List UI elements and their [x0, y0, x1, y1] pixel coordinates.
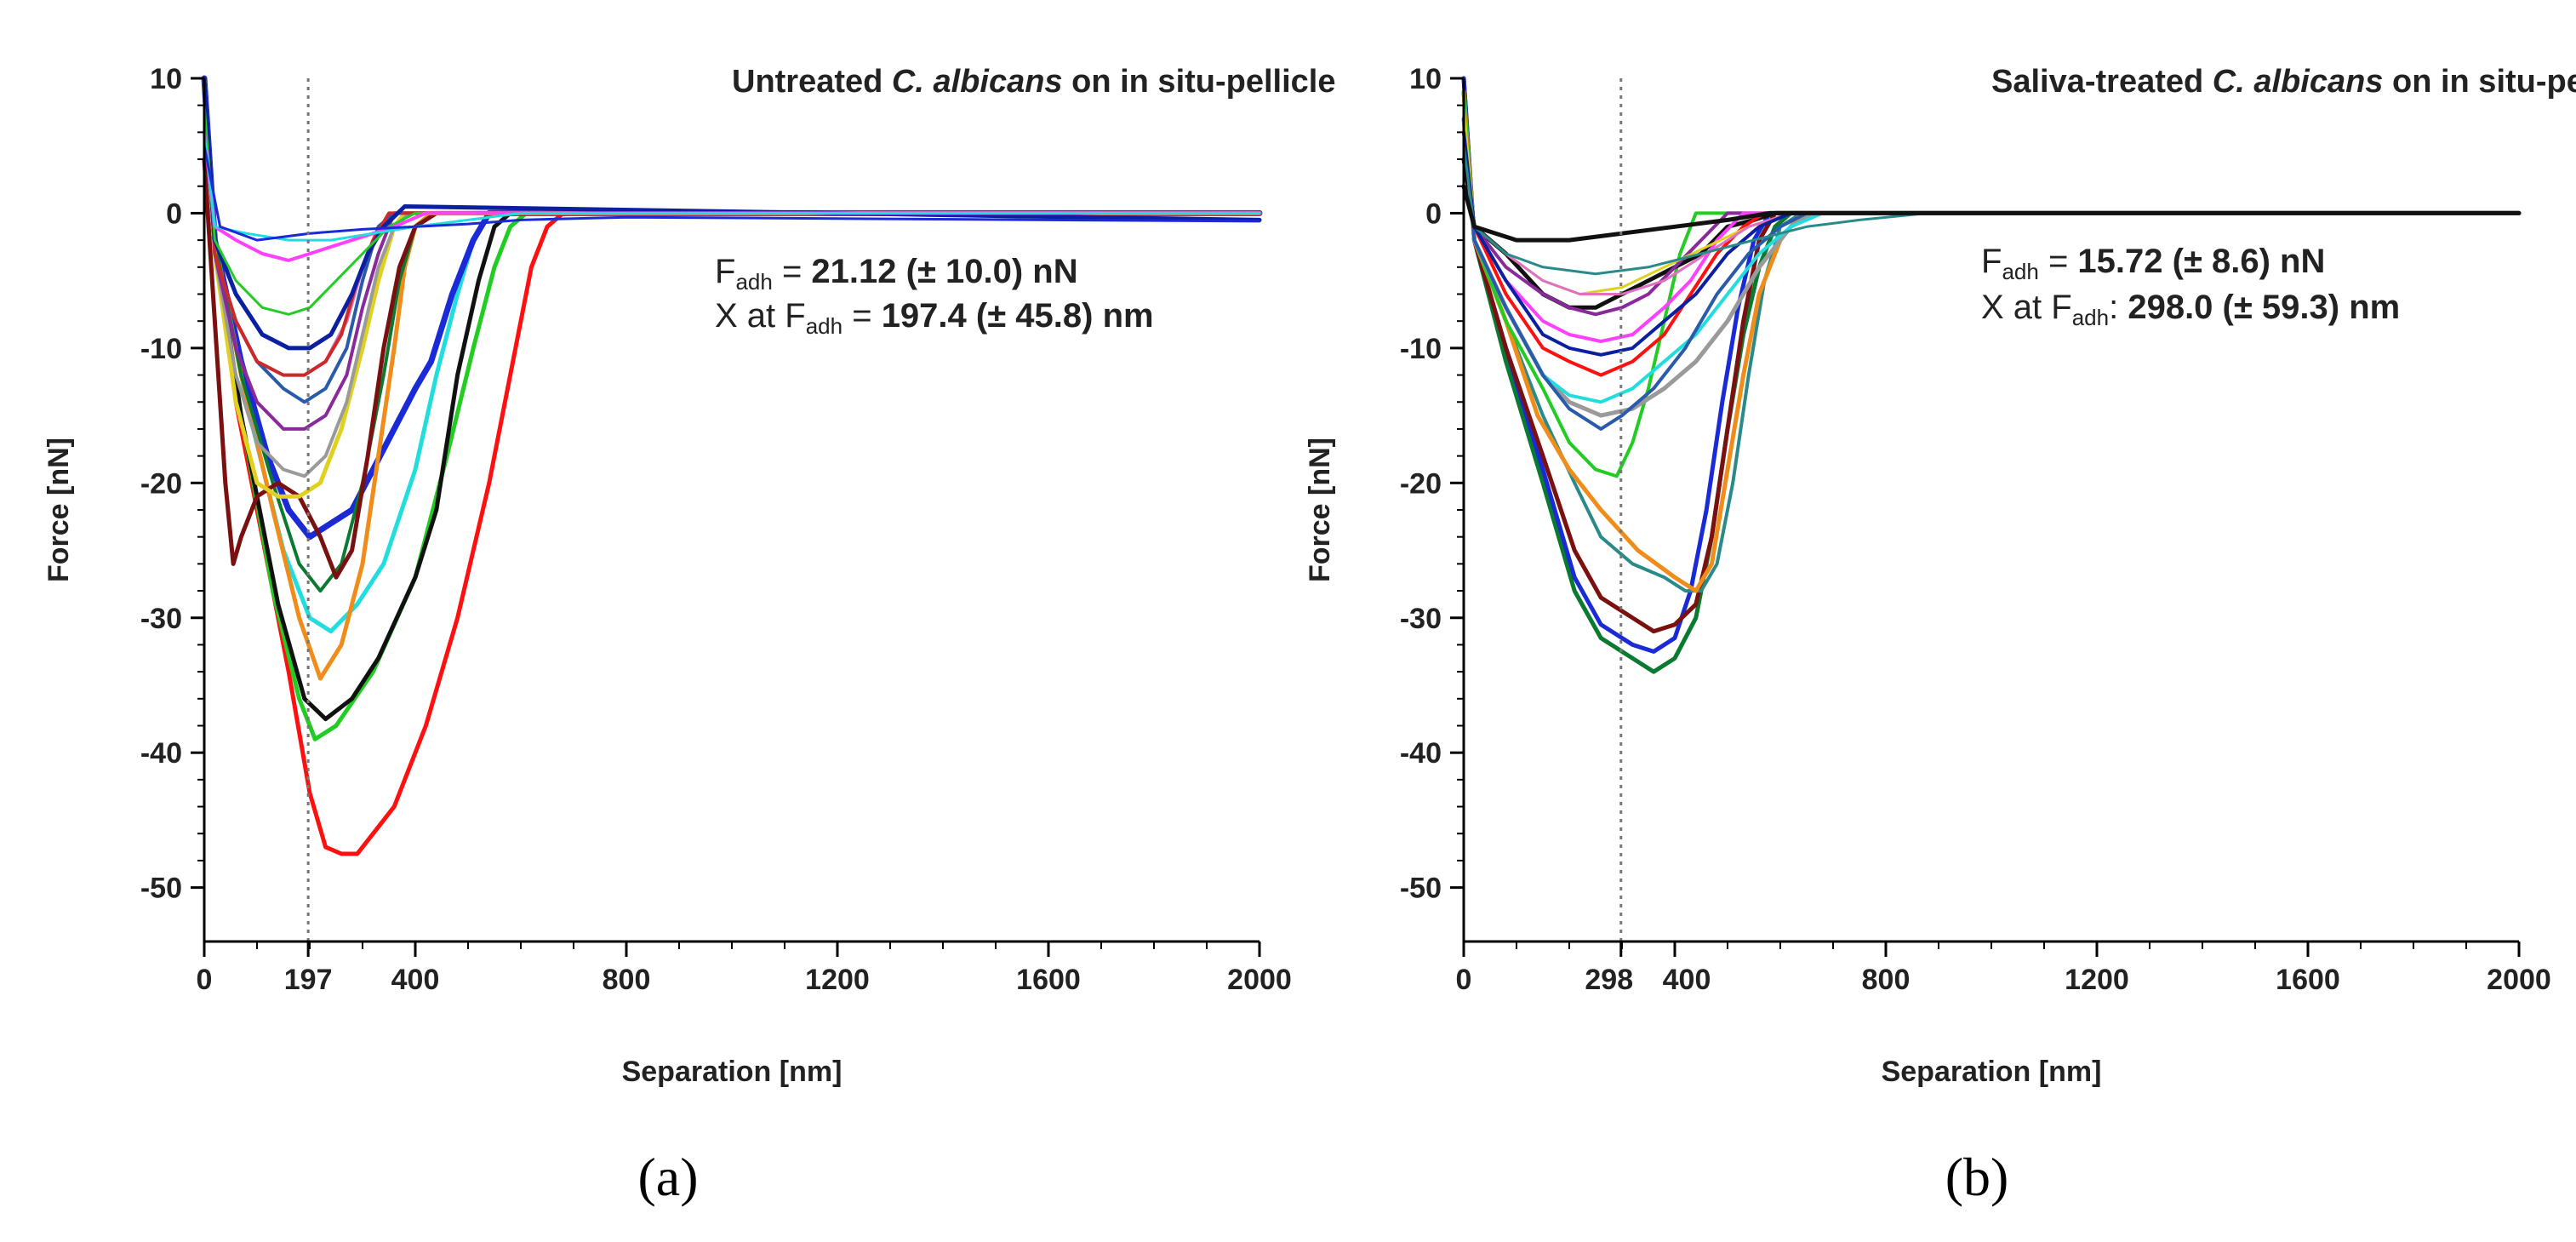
panel-a-y-axis-title: Force [nN]: [43, 438, 75, 582]
panel-b-annotation-value: 298.0 (± 59.3) nm: [2128, 289, 2400, 326]
panel-a-x-tick-label: 800: [603, 964, 651, 996]
panel-a-series-line-11: [203, 77, 1261, 431]
panel-a-x-axis-title: Separation [nm]: [622, 1056, 842, 1088]
panel-a-series-line-3: [202, 76, 1262, 722]
panel-a-y-tick-label: -50: [140, 873, 182, 905]
panel-a-annotation-fadh: Fadh = 21.12 (± 10.0) nN: [715, 253, 1078, 295]
panel-a-series-group: [201, 75, 1263, 856]
panel-a-y-tick-label: 10: [150, 63, 182, 95]
panel-b-series-line-5: [1461, 89, 2522, 593]
panel-b-annotation-part: F: [1981, 243, 2002, 280]
panel-a-series-line-15: [202, 76, 1262, 351]
panel-a-series-line-19: [203, 144, 1261, 242]
panel-a-y-tick-label: -10: [140, 333, 182, 365]
panel-b-x-tick-label: 1600: [2276, 964, 2340, 996]
panel-b-annotation-part: X at F: [1981, 289, 2072, 326]
panel-a-annotation-part: =: [842, 297, 882, 335]
panel-b-annotation-value: 15.72 (± 8.6) nN: [2077, 243, 2325, 280]
panel-b-x-tick-label: 800: [1862, 964, 1911, 996]
panel-b-series-line-16: [1462, 130, 2521, 357]
panel-b-series-line-2: [1461, 76, 2522, 654]
panel-b-x-tick-label: 2000: [2487, 964, 2551, 996]
panel-b-y-axis-title: Force [nN]: [1304, 438, 1336, 582]
panel-a-title: Untreated C. albicans on in situ-pellicl…: [732, 64, 1335, 100]
panel-b-x-tick-label: 298: [1585, 964, 1633, 996]
panel-b: 10 0 -10 -20 -30 -40 -50 0 298 400 800 1200 1600 2000…: [1304, 63, 2576, 1088]
panel-b-annotation-part: =: [2039, 243, 2078, 280]
panel-a-x-tick-label: 400: [391, 964, 440, 996]
panel-a-x-tick-label: 2000: [1227, 964, 1292, 996]
panel-a-annotation-part: =: [773, 253, 812, 290]
panel-b-y-tick-label: -20: [1400, 467, 1442, 500]
panel-b-y-tick-label: 10: [1409, 63, 1442, 95]
panel-b-x-tick-label: 1200: [2065, 964, 2129, 996]
panel-b-y-tick-label: -30: [1400, 603, 1442, 635]
panel-b-y-tick-label: 0: [1425, 197, 1442, 230]
panel-a-y-tick-label: -30: [140, 603, 182, 635]
panel-b-x-tick-label: 400: [1663, 964, 1711, 996]
panel-a-title-text: on in situ-pellicle: [1063, 64, 1336, 100]
panel-b-x-tick-label: 0: [1456, 964, 1472, 996]
panel-a-annotation-value: 197.4 (± 45.8) nm: [882, 297, 1154, 335]
panel-b-title-text: Saliva-treated: [1991, 64, 2213, 100]
panel-a-x-tick-label: 197: [284, 964, 333, 996]
panel-a-annotation-x: X at Fadh = 197.4 (± 45.8) nm: [715, 297, 1154, 339]
panel-a-x-tick-label: 1600: [1016, 964, 1081, 996]
panel-b-title: Saliva-treated C. albicans on in situ-pe…: [1991, 64, 2576, 100]
panel-a-y-tick-label: 0: [166, 197, 182, 230]
panel-a-series-line-14: [203, 77, 1261, 377]
panel-a-annotation-value: 21.12 (± 10.0) nN: [811, 253, 1077, 290]
panel-b-caption: (b): [1945, 1147, 2009, 1207]
panel-b-series-line-8: [1462, 130, 2521, 317]
panel-b-y-tick-label: -50: [1400, 873, 1442, 905]
panel-a-annotation-sub: adh: [735, 269, 772, 295]
panel-b-series-line-1: [1461, 76, 2522, 674]
panel-a-x-tick-label: 0: [197, 964, 213, 996]
panel-b-annotation-sub: adh: [2072, 305, 2109, 330]
panel-a-caption: (a): [637, 1147, 698, 1207]
panel-a-y-tick-label: -20: [140, 467, 182, 500]
panel-b-annotation-fadh: Fadh = 15.72 (± 8.6) nN: [1981, 243, 2325, 284]
panel-a-series-line-8: [202, 157, 1262, 580]
panel-b-annotation-sub: adh: [2002, 259, 2038, 284]
panel-b-series-line-17: [1462, 144, 2521, 276]
panel-b-series-line-10: [1462, 130, 2521, 377]
panel-a-annotation-part: F: [715, 253, 735, 290]
panel-b-title-text: on in situ-pellicle: [2383, 64, 2576, 100]
panel-b-annotation-part: :: [2109, 289, 2128, 326]
panel-a-series-line-16: [203, 104, 1261, 316]
panel-a-y-tick-label: -40: [140, 737, 182, 770]
panel-b-y-tick-label: -10: [1400, 333, 1442, 365]
panel-b-annotation-x: X at Fadh: 298.0 (± 59.3) nm: [1981, 289, 2400, 330]
panel-b-y-tick-label: -40: [1400, 737, 1442, 770]
panel-a-annotation-sub: adh: [806, 313, 842, 339]
panel-b-series-line-13: [1462, 117, 2521, 431]
panel-a-annotation-part: X at F: [715, 297, 806, 335]
panel-a-x-tick-label: 1200: [805, 964, 870, 996]
panel-b-series-line-6: [1462, 89, 2521, 478]
panel-a-title-text: Untreated: [732, 64, 892, 100]
panel-a: 10 0 -10 -20 -30 -40 -50 0 197 400 800 1200 1600 2000…: [43, 63, 1335, 1088]
panel-b-title-species: C. albicans: [2213, 64, 2384, 100]
panel-a-series-line-17: [203, 130, 1261, 262]
panel-b-x-axis-title: Separation [nm]: [1882, 1056, 2102, 1088]
panel-a-title-species: C. albicans: [892, 64, 1063, 100]
